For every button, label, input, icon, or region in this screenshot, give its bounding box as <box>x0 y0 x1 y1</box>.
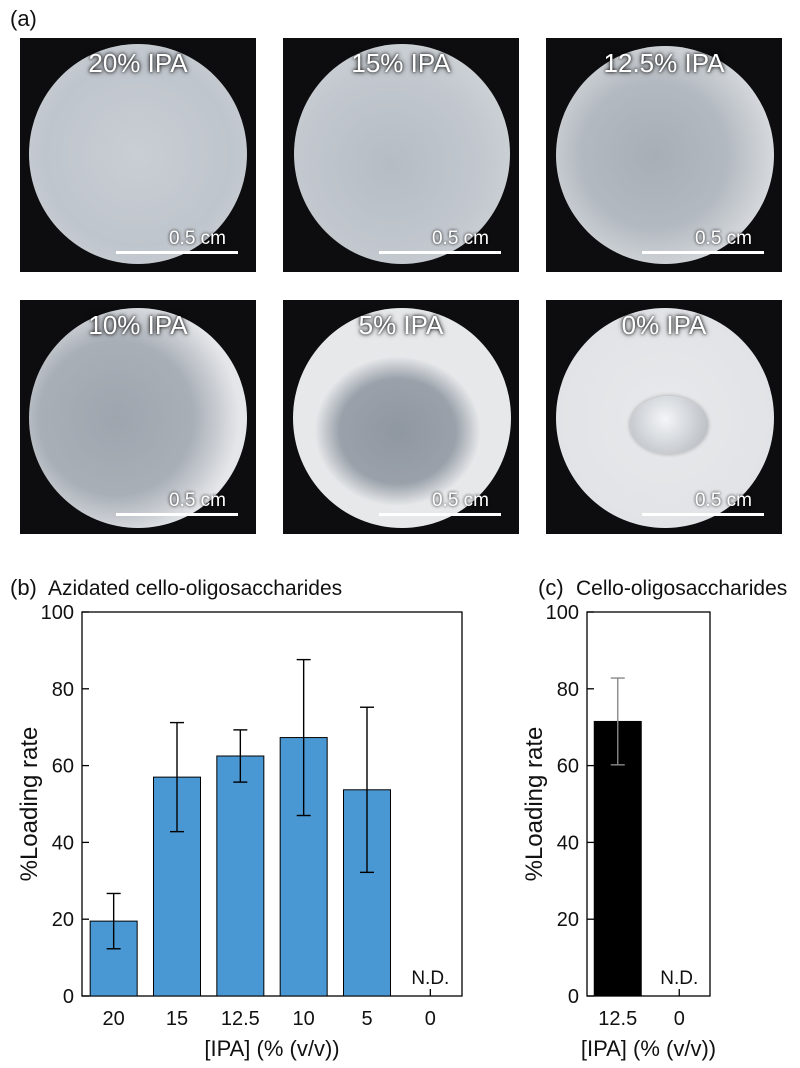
chart-c-annotation-nd: N.D. <box>660 968 698 989</box>
chart-b-y-tick-label: 40 <box>52 832 74 854</box>
scale-bar-label: 0.5 cm <box>431 490 489 511</box>
chart-c-x-tick-label: 12.5 <box>598 1008 637 1030</box>
chart-b-y-axis-label: %Loading rate <box>16 727 43 882</box>
chart-b-y-tick-label: 100 <box>41 602 74 624</box>
scale-bar <box>379 251 501 254</box>
scale-bar <box>642 513 764 516</box>
chart-b-y-tick-label: 60 <box>52 756 74 778</box>
scale-bar <box>379 513 501 516</box>
scale-bar <box>116 251 238 254</box>
scale-bar-label: 0.5 cm <box>168 490 226 511</box>
chart-b-x-tick-label: 10 <box>293 1008 315 1030</box>
chart-b-y-tick-label: 20 <box>52 909 74 931</box>
scale-bar-label: 0.5 cm <box>431 228 489 249</box>
photo-10-ipa: 10% IPA 0.5 cm <box>20 300 256 534</box>
chart-c-y-tick-label: 60 <box>557 756 579 778</box>
chart-b-title: Azidated cello-oligosaccharides <box>48 577 343 600</box>
chart-b-x-axis-label: [IPA] (% (v/v)) <box>204 1036 339 1061</box>
scale-bar-label: 0.5 cm <box>694 228 752 249</box>
photo-12-5-ipa: 12.5% IPA 0.5 cm <box>546 38 782 272</box>
photo-20-ipa: 20% IPA 0.5 cm <box>20 38 256 272</box>
chart-b-x-tick-label: 5 <box>361 1008 372 1030</box>
filter-disc <box>29 308 247 528</box>
chart-c-y-tick-label: 80 <box>557 679 579 701</box>
chart-b-y-tick-label: 0 <box>63 986 74 1008</box>
chart-c-plot-frame <box>586 611 711 997</box>
chart-b-annotation-nd: N.D. <box>411 968 449 989</box>
scale-bar <box>116 513 238 516</box>
chart-b-x-tick-label: 15 <box>166 1008 188 1030</box>
chart-c-y-tick-label: 40 <box>557 832 579 854</box>
chart-c-x-tick-label: 0 <box>674 1008 685 1030</box>
chart-b-bar <box>216 755 265 997</box>
chart-b-plot-frame <box>81 611 463 997</box>
scale-bar-label: 0.5 cm <box>694 490 752 511</box>
photo-label: 15% IPA <box>351 48 451 78</box>
chart-c-y-tick-label: 0 <box>568 986 579 1008</box>
chart-b-x-tick-label: 12.5 <box>221 1008 260 1030</box>
chart-b-x-tick-label: 0 <box>425 1008 436 1030</box>
photo-label: 5% IPA <box>358 310 444 340</box>
filter-disc <box>556 46 774 264</box>
chart-c-title: Cello-oligosaccharides <box>576 577 788 600</box>
chart-c-x-axis-label: [IPA] (% (v/v)) <box>581 1036 716 1061</box>
photo-0-ipa: 0% IPA 0.5 cm <box>546 300 782 534</box>
photo-grid: 20% IPA 0.5 cm 15% IPA 0.5 cm 12.5% IPA … <box>20 38 782 538</box>
photo-15-ipa: 15% IPA 0.5 cm <box>283 38 519 272</box>
photo-label: 0% IPA <box>621 310 707 340</box>
photo-5-ipa: 5% IPA 0.5 cm <box>283 300 519 534</box>
photo-label: 20% IPA <box>88 48 188 78</box>
chart-b-y-tick-label: 80 <box>52 679 74 701</box>
filter-disc <box>293 308 511 528</box>
photo-label: 10% IPA <box>88 310 188 340</box>
photo-label: 12.5% IPA <box>603 48 725 78</box>
filter-disc <box>294 44 510 264</box>
chart-c-y-tick-label: 20 <box>557 909 579 931</box>
chart-b-x-tick-label: 20 <box>103 1008 125 1030</box>
panel-b-label: (b) <box>10 575 37 600</box>
chart-c-y-axis-label: %Loading rate <box>521 727 548 882</box>
panel-a-label: (a) <box>10 6 37 31</box>
panel-c-label: (c) <box>538 575 564 600</box>
water-droplet <box>630 396 708 454</box>
filter-disc <box>29 44 247 264</box>
scale-bar <box>642 251 764 254</box>
scale-bar-label: 0.5 cm <box>168 228 226 249</box>
chart-c-y-tick-label: 100 <box>546 602 579 624</box>
